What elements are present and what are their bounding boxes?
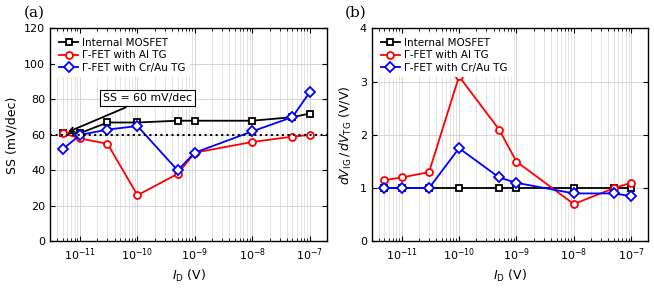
Text: SS = 60 mV/dec: SS = 60 mV/dec: [69, 93, 192, 132]
Γ-FET with Al TG: [398, 176, 405, 179]
Line: Internal MOSFET: Internal MOSFET: [381, 185, 634, 192]
Γ-FET with Al TG: [425, 171, 433, 174]
Γ-FET with Al TG: [133, 193, 141, 197]
Internal MOSFET: [610, 186, 618, 190]
Internal MOSFET: [174, 119, 182, 122]
Internal MOSFET: [627, 186, 635, 190]
Γ-FET with Al TG: [191, 151, 199, 154]
Γ-FET with Al TG: [103, 142, 111, 146]
Γ-FET with Cr/Au TG: [398, 186, 405, 190]
Γ-FET with Cr/Au TG: [103, 128, 111, 131]
Line: Γ-FET with Al TG: Γ-FET with Al TG: [60, 130, 313, 199]
Internal MOSFET: [495, 186, 503, 190]
Γ-FET with Cr/Au TG: [191, 151, 199, 154]
Γ-FET with Cr/Au TG: [59, 147, 67, 151]
X-axis label: $I_{\mathrm{D}}$ (V): $I_{\mathrm{D}}$ (V): [493, 268, 527, 284]
X-axis label: $I_{\mathrm{D}}$ (V): $I_{\mathrm{D}}$ (V): [171, 268, 205, 284]
Internal MOSFET: [133, 121, 141, 124]
Γ-FET with Al TG: [305, 133, 313, 137]
Internal MOSFET: [455, 186, 463, 190]
Γ-FET with Cr/Au TG: [513, 181, 521, 184]
Γ-FET with Cr/Au TG: [288, 115, 296, 119]
Γ-FET with Cr/Au TG: [455, 146, 463, 150]
Γ-FET with Al TG: [610, 186, 618, 190]
Γ-FET with Al TG: [59, 131, 67, 135]
Γ-FET with Cr/Au TG: [249, 130, 256, 133]
Γ-FET with Al TG: [288, 135, 296, 138]
Γ-FET with Al TG: [455, 75, 463, 78]
Γ-FET with Al TG: [513, 160, 521, 163]
Text: (a): (a): [24, 6, 44, 20]
Y-axis label: SS (mV/dec): SS (mV/dec): [5, 96, 18, 174]
Γ-FET with Cr/Au TG: [627, 194, 635, 198]
Γ-FET with Cr/Au TG: [76, 133, 84, 137]
Internal MOSFET: [59, 131, 67, 135]
Text: (b): (b): [345, 6, 366, 20]
Γ-FET with Cr/Au TG: [425, 186, 433, 190]
Internal MOSFET: [249, 119, 256, 122]
Γ-FET with Al TG: [76, 137, 84, 140]
Γ-FET with Al TG: [174, 172, 182, 176]
Γ-FET with Cr/Au TG: [174, 169, 182, 172]
Internal MOSFET: [76, 131, 84, 135]
Internal MOSFET: [513, 186, 521, 190]
Internal MOSFET: [570, 186, 577, 190]
Internal MOSFET: [305, 112, 313, 115]
Γ-FET with Al TG: [495, 128, 503, 131]
Line: Internal MOSFET: Internal MOSFET: [60, 110, 313, 137]
Line: Γ-FET with Al TG: Γ-FET with Al TG: [381, 73, 634, 208]
Y-axis label: $dV_{\mathrm{IG}}\,/\,dV_{\mathrm{TG}}$ (V/V): $dV_{\mathrm{IG}}\,/\,dV_{\mathrm{TG}}$ …: [338, 85, 354, 185]
Γ-FET with Cr/Au TG: [305, 90, 313, 94]
Γ-FET with Cr/Au TG: [610, 192, 618, 195]
Γ-FET with Al TG: [381, 178, 388, 182]
Line: Γ-FET with Cr/Au TG: Γ-FET with Cr/Au TG: [60, 89, 313, 174]
Γ-FET with Cr/Au TG: [570, 192, 577, 195]
Γ-FET with Cr/Au TG: [495, 176, 503, 179]
Internal MOSFET: [381, 186, 388, 190]
Γ-FET with Al TG: [249, 140, 256, 144]
Internal MOSFET: [288, 115, 296, 119]
Γ-FET with Al TG: [570, 202, 577, 206]
Internal MOSFET: [103, 121, 111, 124]
Internal MOSFET: [191, 119, 199, 122]
Γ-FET with Cr/Au TG: [381, 186, 388, 190]
Internal MOSFET: [398, 186, 405, 190]
Legend: Internal MOSFET, Γ-FET with Al TG, Γ-FET with Cr/Au TG: Internal MOSFET, Γ-FET with Al TG, Γ-FET…: [56, 34, 190, 77]
Γ-FET with Al TG: [627, 181, 635, 184]
Γ-FET with Cr/Au TG: [133, 124, 141, 128]
Line: Γ-FET with Cr/Au TG: Γ-FET with Cr/Au TG: [381, 145, 634, 200]
Internal MOSFET: [425, 186, 433, 190]
Legend: Internal MOSFET, Γ-FET with Al TG, Γ-FET with Cr/Au TG: Internal MOSFET, Γ-FET with Al TG, Γ-FET…: [377, 34, 511, 77]
